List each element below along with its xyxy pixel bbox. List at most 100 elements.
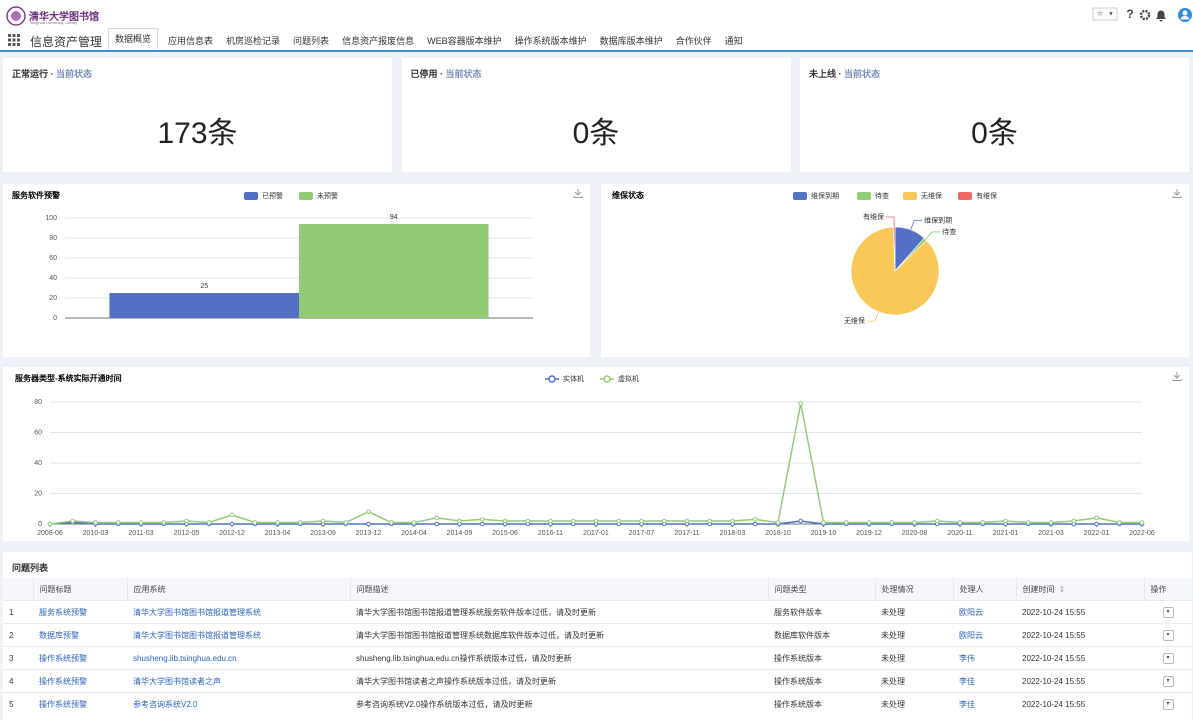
logo-text: 清华大学图书馆 [29, 12, 99, 23]
table-title: 问题列表 [12, 563, 49, 573]
point [138, 520, 144, 525]
cell[interactable]: 操作系统预警 [33, 646, 127, 670]
point [821, 520, 826, 525]
action-dropdown[interactable]: ▾ [1162, 699, 1174, 710]
cell[interactable]: 操作系统预警 [33, 669, 127, 693]
action-cell: ▾ [1144, 692, 1192, 715]
cell: 2022-10-24 15:55 [1016, 623, 1144, 647]
slice-label: 待查 [942, 227, 956, 236]
cell: 未处理 [875, 669, 953, 693]
nav-tab[interactable]: WEB容器版本维护 [427, 36, 502, 46]
cell: 未处理 [875, 646, 953, 670]
point [411, 520, 417, 525]
x-tick-label: 2022-06 [1129, 530, 1155, 537]
cell[interactable]: 服务系统预警 [33, 600, 127, 624]
cell[interactable]: 操作系统预警 [33, 692, 127, 715]
legend-label: 有维保 [976, 191, 997, 200]
cell[interactable]: 李佳 [953, 669, 1016, 693]
cell: 清华大学图书馆读者之声操作系统版本过低，请及时更新 [350, 669, 768, 693]
column-header: 应用系统 [127, 578, 351, 601]
point [866, 520, 872, 525]
nav-tab[interactable]: 机房巡检记录 [226, 36, 281, 46]
nav-tab[interactable]: 数据概览 [108, 28, 159, 49]
y-tick-label: 0 [53, 315, 57, 322]
table-row: 3 操作系统预警 shusheng.lib.tsinghua.edu.cn shush… [3, 646, 1192, 670]
legend-swatch [793, 192, 807, 200]
nav-tab[interactable]: 操作系统版本维护 [514, 36, 587, 46]
download-icon[interactable] [1172, 189, 1182, 198]
bell-icon[interactable] [1156, 10, 1166, 22]
cell: 操作系统版本 [768, 646, 875, 670]
point [684, 518, 690, 524]
point [775, 520, 781, 525]
action-cell: ▾ [1144, 669, 1192, 693]
table-row: 1 服务系统预警 清华大学图书馆图书馆报道管理系统 清华大学图书馆图书馆报道管理系统服… [3, 600, 1192, 624]
point [1094, 521, 1099, 527]
point [343, 520, 349, 525]
legend-label: 无维保 [921, 191, 942, 200]
x-tick-label: 2019-12 [856, 530, 882, 537]
x-tick-label: 2014-09 [447, 530, 473, 537]
cell[interactable]: 欧阳云 [953, 623, 1016, 647]
cell[interactable]: shusheng.lib.tsinghua.edu.cn [127, 646, 350, 670]
point [798, 401, 804, 406]
x-tick-label: 2018-03 [720, 530, 746, 537]
column-header: 处理情况 [875, 578, 954, 601]
label-line [866, 311, 879, 322]
favorite-select[interactable] [1092, 7, 1118, 21]
point [502, 518, 508, 524]
sort-icon[interactable]: ⇕ [1058, 584, 1066, 594]
action-dropdown[interactable]: ▾ [1162, 653, 1174, 664]
download-icon[interactable] [573, 189, 583, 198]
line-card: 服务器类型-系统实际开通时间 实体机 虚拟机 0 20 40 60 80 2008-06 2010… [3, 367, 1189, 541]
point [570, 518, 576, 524]
cell[interactable]: 清华大学图书馆图书馆报道管理系统 [127, 623, 350, 647]
action-dropdown[interactable]: ▾ [1162, 630, 1174, 641]
point [457, 518, 462, 524]
apps-icon[interactable] [8, 34, 20, 46]
nav-tab[interactable]: 问题列表 [293, 36, 330, 46]
x-tick-label: 2012-05 [174, 530, 200, 537]
legend-label: 虚拟机 [618, 374, 639, 383]
cell[interactable]: 参考咨询系统V2.0 [127, 692, 350, 715]
label-line [886, 216, 895, 228]
cell: 未处理 [875, 692, 953, 715]
cell[interactable]: 数据库预警 [33, 623, 127, 647]
top-bar: 清华大学图书馆 Tsinghua University Library 信息资产… [0, 0, 1193, 52]
action-dropdown[interactable]: ▾ [1162, 676, 1174, 687]
column-header: 处理人 [953, 578, 1017, 601]
point [616, 518, 622, 524]
column-header: 问题描述 [350, 578, 769, 601]
point [297, 520, 303, 525]
nav-tab[interactable]: 应用信息表 [168, 36, 214, 46]
point [252, 520, 258, 525]
nav-tab[interactable]: 通知 [724, 36, 743, 46]
cell[interactable]: 李佳 [953, 692, 1016, 715]
y-tick-label: 80 [49, 235, 57, 242]
x-tick-label: 2008-06 [37, 530, 63, 537]
legend-label: 维保到期 [811, 191, 839, 200]
table-row: 2 数据库预警 清华大学图书馆图书馆报道管理系统 清华大学图书馆图书馆报道管理系统数据… [3, 623, 1192, 647]
cell[interactable]: 清华大学图书馆图书馆报道管理系统 [127, 600, 350, 624]
cell[interactable]: 欧阳云 [953, 600, 1016, 624]
cell: 清华大学图书馆图书馆报道管理系统服务软件版本过低，请及时更新 [350, 600, 768, 624]
x-tick-label: 2013-12 [356, 530, 382, 537]
download-icon[interactable] [1172, 372, 1182, 381]
column-header: 问题类型 [768, 578, 876, 601]
card-subtitle: 当前状态 [445, 69, 482, 79]
legend-swatch [244, 192, 258, 200]
cell[interactable]: 清华大学图书馆读者之声 [127, 669, 350, 693]
settings-icon[interactable] [1139, 9, 1151, 21]
cell: 未处理 [875, 623, 953, 647]
nav-tab[interactable]: 合作伙伴 [675, 36, 712, 46]
nav-tab[interactable]: 信息资产报废信息 [342, 36, 415, 46]
action-dropdown[interactable]: ▾ [1162, 607, 1174, 618]
chart: 服务器类型-系统实际开通时间 实体机 虚拟机 0 20 40 60 80 2008-06 2010… [15, 372, 1182, 537]
point [593, 518, 599, 524]
status-card: 未上线 · 当前状态 0条 [800, 58, 1189, 172]
cell[interactable]: 李伟 [953, 646, 1016, 670]
help-icon[interactable]: ? [1126, 7, 1133, 21]
nav-tab[interactable]: 数据库版本维护 [599, 36, 663, 46]
point [366, 509, 371, 515]
table-row: 5 操作系统预警 参考咨询系统V2.0 参考咨询系统V2.0操作系统版本过低，请及时更… [3, 692, 1192, 715]
